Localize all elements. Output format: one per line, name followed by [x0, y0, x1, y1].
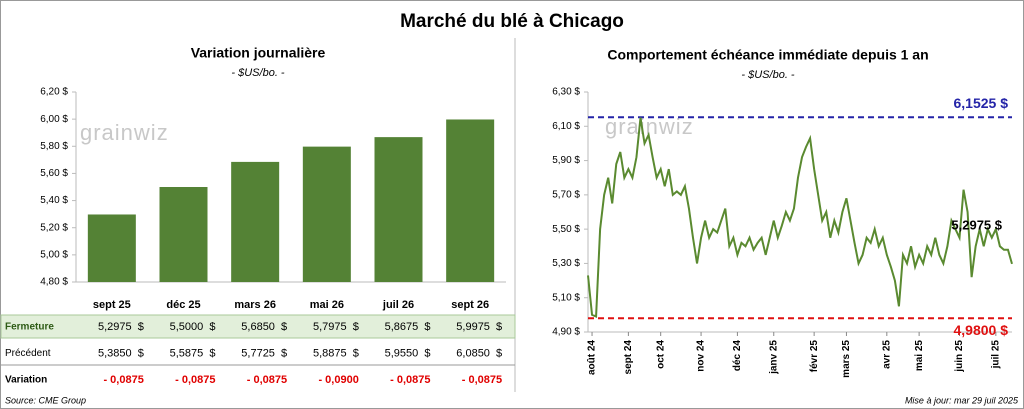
chart-title: Variation journalière: [191, 45, 326, 61]
table-cell: 5,8875 $: [313, 347, 359, 359]
bar: [446, 119, 495, 282]
table-cell: 5,2975 $: [98, 321, 144, 333]
x-tick-label: juil 26: [382, 299, 414, 311]
x-tick-label: févr 25: [809, 340, 820, 373]
y-tick-label: 6,00 $: [40, 114, 68, 125]
update-date: Mise à jour: mar 29 juil 2025: [905, 395, 1019, 405]
y-tick-label: 5,60 $: [40, 168, 68, 179]
chart-subtitle: - $US/bo. -: [231, 67, 285, 79]
x-tick-label: mars 26: [234, 299, 276, 311]
table-cell: - 0,0875: [390, 374, 430, 386]
x-tick-label: mai 25: [914, 340, 925, 372]
y-tick-label: 4,90 $: [552, 327, 580, 338]
table-cell: - 0,0875: [175, 374, 215, 386]
y-tick-label: 5,40 $: [40, 195, 68, 206]
row-label: Précédent: [5, 348, 51, 359]
x-tick-label: mai 26: [310, 299, 344, 311]
y-tick-label: 6,30 $: [552, 87, 580, 98]
table-cell: 5,7725 $: [241, 347, 287, 359]
table-cell: - 0,0875: [247, 374, 287, 386]
table-cell: - 0,0875: [103, 374, 143, 386]
table-cell: 5,8675 $: [385, 321, 431, 333]
bar: [302, 146, 351, 282]
table-cell: 5,5000 $: [170, 321, 216, 333]
x-tick-label: sept 25: [93, 299, 131, 311]
x-tick-label: août 24: [587, 340, 598, 375]
x-tick-label: oct 24: [655, 340, 666, 369]
y-tick-label: 6,20 $: [40, 87, 68, 98]
x-tick-label: déc 25: [166, 299, 200, 311]
y-tick-label: 5,80 $: [40, 141, 68, 152]
y-tick-label: 5,50 $: [552, 224, 580, 235]
table-cell: 5,7975 $: [313, 321, 359, 333]
y-tick-label: 5,70 $: [552, 189, 580, 200]
page-title: Marché du blé à Chicago: [400, 11, 624, 32]
chart-subtitle: - $US/bo. -: [741, 69, 795, 81]
reference-label: 4,9800 $: [954, 322, 1009, 338]
annotation: 5,2975 $: [951, 217, 1002, 232]
bar: [87, 214, 136, 282]
y-tick-label: 6,10 $: [552, 121, 580, 132]
bar: [231, 161, 280, 282]
x-tick-label: juil 25: [990, 340, 1001, 370]
table-cell: 5,6850 $: [241, 321, 287, 333]
x-tick-label: sept 26: [451, 299, 489, 311]
x-tick-label: avr 25: [881, 340, 892, 369]
y-tick-label: 4,80 $: [40, 277, 68, 288]
bar: [159, 187, 208, 282]
reference-label: 6,1525 $: [954, 95, 1009, 111]
table-cell: - 0,0875: [462, 374, 502, 386]
y-tick-label: 5,30 $: [552, 258, 580, 269]
row-label: Variation: [5, 375, 47, 386]
row-label: Fermeture: [5, 322, 54, 333]
x-tick-label: nov 24: [696, 340, 707, 372]
x-tick-label: janv 25: [768, 340, 779, 375]
x-tick-label: sept 24: [623, 340, 634, 375]
table-cell: 5,3850 $: [98, 347, 144, 359]
table-cell: 5,5875 $: [170, 347, 216, 359]
x-tick-label: juin 25: [954, 340, 965, 373]
source: Source: CME Group: [5, 395, 86, 405]
table-cell: - 0,0900: [318, 374, 358, 386]
y-tick-label: 5,10 $: [552, 292, 580, 303]
x-tick-label: mars 25: [841, 340, 852, 378]
x-tick-label: déc 24: [732, 340, 743, 372]
watermark: grainwiz: [80, 120, 169, 145]
y-tick-label: 5,90 $: [552, 155, 580, 166]
table-cell: 5,9550 $: [385, 347, 431, 359]
chart-title: Comportement échéance immédiate depuis 1…: [607, 47, 928, 63]
y-tick-label: 5,00 $: [40, 249, 68, 260]
table-cell: 5,9975 $: [456, 321, 502, 333]
bar: [374, 137, 423, 282]
table-cell: 6,0850 $: [456, 347, 502, 359]
row-highlight: [0, 314, 516, 339]
y-tick-label: 5,20 $: [40, 222, 68, 233]
price-line: [587, 117, 1013, 319]
